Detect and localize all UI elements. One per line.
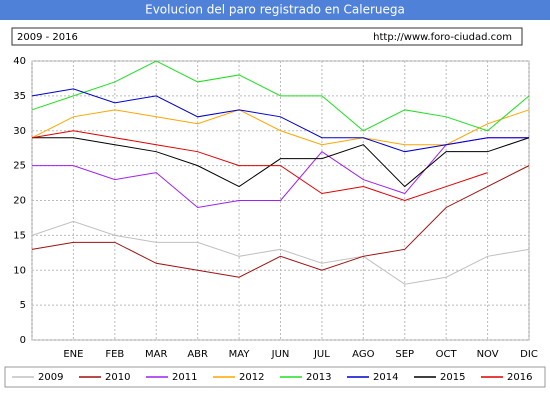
- x-tick-label: JUN: [271, 349, 290, 360]
- legend-box: [4, 366, 546, 388]
- header-box: [11, 27, 523, 46]
- legend-label: 2013: [306, 372, 331, 383]
- title-bar: [0, 0, 550, 20]
- series-line: [31, 60, 530, 132]
- source: http://www.foro-ciudad.com: [373, 32, 512, 43]
- series-line: [32, 137, 530, 188]
- y-tick-label: 20: [13, 196, 26, 207]
- x-tick-label: ABR: [187, 349, 208, 360]
- y-tick-label: 0: [20, 335, 26, 346]
- y-tick-label: 25: [13, 161, 26, 172]
- y-tick-label: 30: [13, 126, 26, 137]
- subtitle: 2009 - 2016: [17, 32, 78, 43]
- series-line: [31, 220, 530, 285]
- series-line: [31, 130, 488, 202]
- legend-label: 2015: [440, 372, 465, 383]
- x-tick-label: AGO: [352, 349, 374, 360]
- x-tick-label: JUL: [313, 349, 330, 360]
- series-line: [31, 88, 529, 153]
- y-tick-label: 35: [13, 91, 26, 102]
- x-tick-label: DIC: [520, 349, 538, 360]
- legend-label: 2016: [507, 372, 532, 383]
- legend-label: 2009: [38, 372, 63, 383]
- y-tick-label: 10: [13, 265, 26, 276]
- legend-label: 2011: [172, 372, 197, 383]
- y-tick-label: 15: [13, 230, 26, 241]
- legend-label: 2014: [373, 372, 398, 383]
- x-tick-label: FEB: [105, 349, 124, 360]
- x-tick-label: OCT: [436, 349, 458, 360]
- series-line: [31, 165, 530, 278]
- legend-label: 2012: [239, 372, 264, 383]
- x-tick-label: ENE: [63, 349, 83, 360]
- x-tick-label: MAR: [145, 349, 167, 360]
- x-tick-label: MAY: [229, 349, 251, 360]
- chart-title: Evolucion del paro registrado en Calerue…: [145, 3, 405, 17]
- legend-label: 2010: [105, 372, 130, 383]
- y-tick-label: 5: [20, 300, 26, 311]
- x-tick-label: NOV: [477, 349, 499, 360]
- y-tick-label: 40: [13, 56, 26, 67]
- x-tick-label: SEP: [395, 349, 414, 360]
